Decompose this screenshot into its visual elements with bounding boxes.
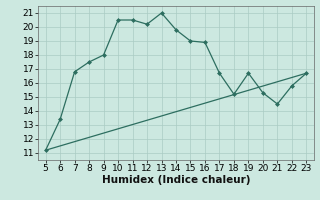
X-axis label: Humidex (Indice chaleur): Humidex (Indice chaleur) bbox=[102, 175, 250, 185]
